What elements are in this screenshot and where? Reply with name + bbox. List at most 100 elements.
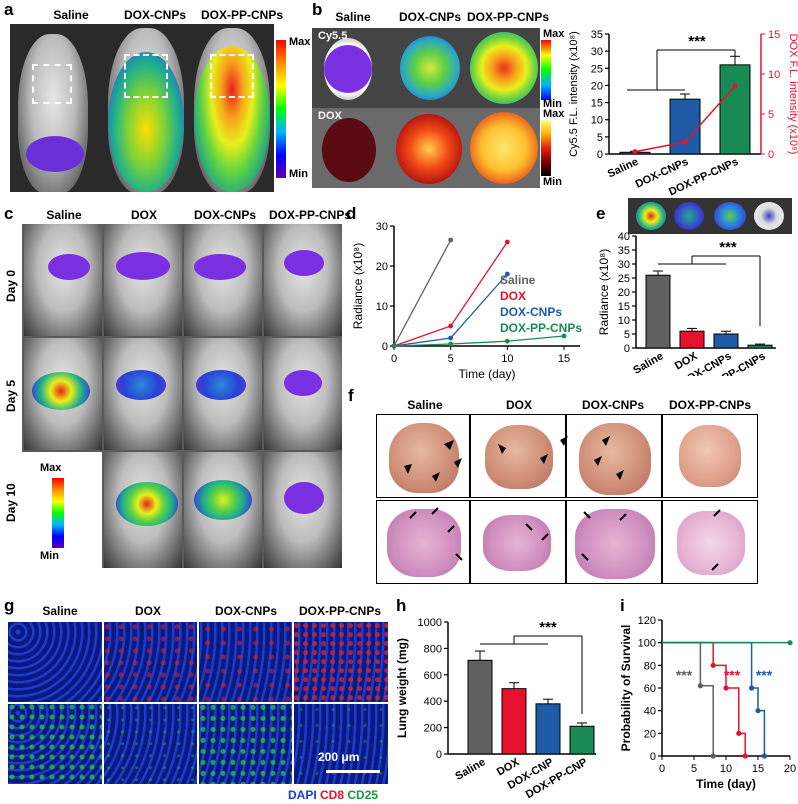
f-arrow	[713, 509, 721, 517]
b-colorbar-2	[541, 120, 551, 176]
c-day10: Day 10	[4, 483, 18, 522]
label-c: c	[4, 204, 14, 223]
f-lung-cnps	[566, 414, 662, 498]
c-sig-r2c4	[284, 370, 322, 396]
c-colorbar	[52, 478, 64, 548]
dox-point	[632, 149, 638, 155]
series-point	[448, 237, 454, 243]
x-tick-label: 5	[691, 763, 697, 775]
legend-3: DOX-PP-CNPs	[500, 321, 582, 335]
series-point	[448, 335, 454, 341]
y-tick-label: 20	[376, 261, 388, 273]
bar-1	[669, 98, 701, 155]
legend-1: DOX	[500, 289, 526, 303]
c-header-dox: DOX	[130, 208, 157, 222]
a-signal-1	[26, 136, 84, 172]
chart-b: 05101520253035051015***SalineDOX-CNPsDOX…	[568, 29, 798, 198]
sig-label: ***	[688, 33, 706, 50]
f-arrowhead	[616, 470, 624, 480]
b-cy55-pp	[470, 32, 538, 104]
x-tick-label: Saline	[453, 756, 487, 783]
y-axis-label: Radiance (x10⁸)	[597, 249, 611, 335]
g-legend: DAPI CD8 CD25	[288, 788, 378, 802]
y-tick-label: 5	[597, 132, 603, 144]
g-cd8-pp	[293, 622, 388, 702]
b-scale2-max: Max	[543, 108, 565, 120]
g-header-cnps: DOX-CNPs	[214, 604, 277, 618]
c-sig-r3c2	[116, 482, 178, 526]
b-header-pp: DOX-PP-CNPs	[466, 10, 549, 24]
g-header-saline: Saline	[42, 604, 78, 618]
y-tick-label: 0	[597, 149, 603, 161]
series-point	[504, 271, 510, 277]
f-arrow	[711, 563, 719, 571]
y-tick-label: 10	[591, 115, 603, 127]
bar-0	[467, 659, 493, 755]
c-sig-r1c3	[194, 254, 246, 280]
bar-2	[719, 64, 751, 155]
y-tick-label: 20	[618, 287, 630, 299]
y-tick-label: 80	[644, 660, 656, 672]
a-signal-3	[194, 46, 270, 192]
y-axis-label: Cy5.5 F.L. intensity (x10⁸)	[568, 31, 580, 157]
y-tick-label: 40	[618, 231, 630, 243]
x-tick-label: 15	[752, 763, 764, 775]
c-sig-r3c4	[284, 482, 324, 514]
bar-1	[679, 330, 705, 349]
sig-saline: ***	[676, 667, 693, 683]
y-tick-label: 15	[591, 98, 603, 110]
y-tick-label: 30	[618, 259, 630, 271]
c-mouse-r1c1	[24, 224, 102, 336]
b-cy55-cnps	[400, 36, 460, 100]
f-arrowhead	[540, 454, 548, 464]
f-he-saline	[376, 500, 470, 584]
f-arrowhead	[602, 436, 610, 446]
c-image	[22, 224, 342, 568]
c-sig-r2c2	[116, 370, 166, 400]
c-day0: Day 0	[4, 269, 18, 302]
c-sig-r3c3	[194, 480, 252, 520]
g-scalebar	[326, 770, 380, 773]
f-arrows	[404, 436, 721, 571]
bar-1	[501, 688, 527, 755]
b-row-cy55: Cy5.5	[318, 30, 348, 42]
f-arrow	[541, 533, 549, 541]
y2-tick-label: 15	[768, 29, 780, 41]
c-header-pp: DOX-PP-CNPs	[268, 208, 351, 222]
c-header-saline: Saline	[46, 208, 82, 222]
f-arrowhead	[454, 458, 462, 468]
f-arrowhead	[498, 444, 506, 454]
b-header-cnps: DOX-CNPs	[398, 10, 461, 24]
y-tick-label: 40	[644, 706, 656, 718]
f-arrowhead	[444, 440, 454, 450]
y-tick-label: 0	[650, 751, 656, 763]
y-tick-label: 10	[618, 315, 630, 327]
y-tick-label: 20	[591, 80, 603, 92]
e-img-2	[674, 202, 704, 230]
y-axis-label: Lung weight (mg)	[396, 638, 409, 738]
series-point	[448, 341, 454, 347]
y-tick-label: 30	[376, 221, 388, 233]
b-dox-image	[312, 108, 540, 188]
label-a: a	[4, 0, 14, 19]
label-b: b	[312, 0, 323, 19]
bar-2	[713, 333, 739, 349]
x-tick-label: Saline	[631, 350, 665, 376]
y2-tick-label: 10	[768, 69, 780, 81]
f-lung-pp	[662, 414, 758, 498]
a-roi-1	[32, 64, 72, 104]
f-header-pp: DOX-PP-CNPs	[668, 398, 751, 412]
c-mouse-r1c4	[264, 224, 342, 336]
g-header-pp: DOX-PP-CNPs	[298, 604, 381, 618]
f-arrowhead	[432, 472, 440, 482]
y-tick-label: 0	[624, 343, 630, 355]
y-axis-label: Radiance (x10⁸)	[351, 243, 365, 329]
b-row-dox: DOX	[318, 110, 342, 122]
y-tick-label: 200	[424, 723, 442, 735]
a-signal-2	[108, 52, 184, 192]
c-sig-r1c2	[116, 252, 170, 280]
y-tick-label: 120	[638, 615, 656, 627]
f-header-dox: DOX	[505, 398, 532, 412]
f-arrow	[583, 511, 591, 519]
b-header-saline: Saline	[335, 10, 371, 24]
